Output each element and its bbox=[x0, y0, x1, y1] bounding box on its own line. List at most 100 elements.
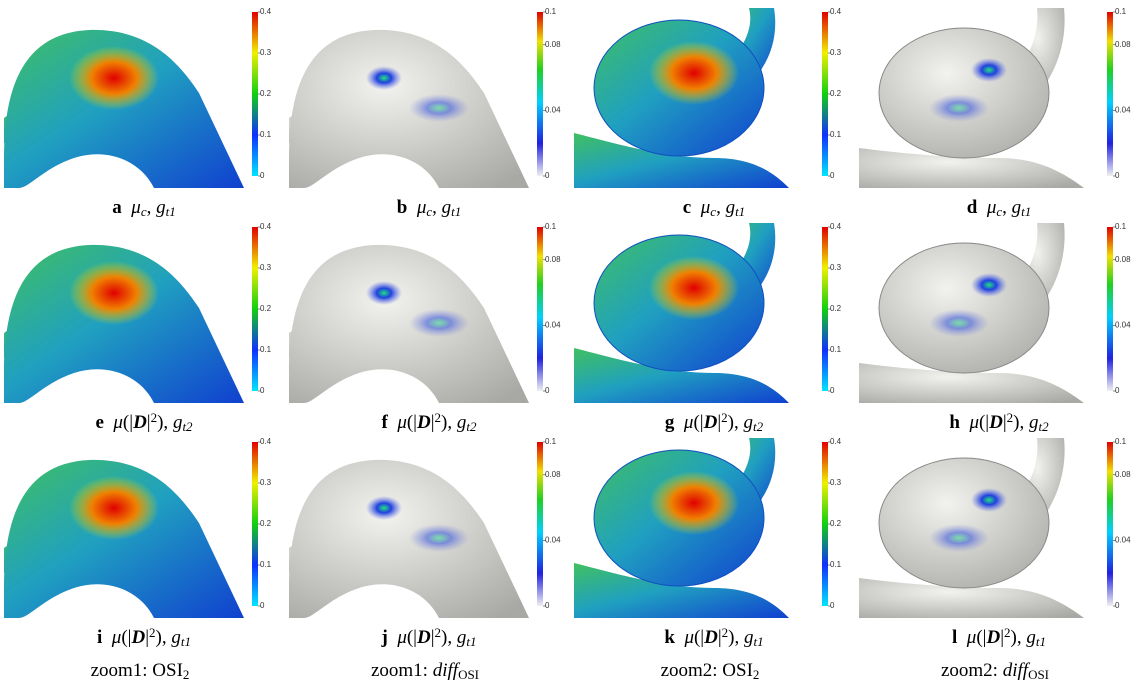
caption-part: μ bbox=[396, 627, 407, 648]
colorbar-tick-label: 0.3 bbox=[830, 478, 842, 487]
caption-part: t1 bbox=[754, 634, 764, 649]
caption-part: zoom1: OSI bbox=[91, 660, 183, 681]
caption-part: μ bbox=[130, 197, 141, 218]
caption-gap bbox=[960, 412, 970, 433]
panel-caption: f μ(|D|2), gt2 bbox=[381, 410, 477, 434]
caption-part: g bbox=[173, 412, 183, 433]
caption-part: OSI bbox=[458, 667, 479, 682]
panel-letter: g bbox=[665, 412, 675, 433]
colorbar-tick-label: 0.3 bbox=[260, 478, 272, 487]
colorbar bbox=[1107, 442, 1113, 606]
caption-gap bbox=[104, 412, 114, 433]
panel-caption: l μ(|D|2), gt1 bbox=[952, 625, 1046, 649]
panel-caption: i μ(|D|2), gt1 bbox=[97, 625, 191, 649]
panel-caption: e μ(|D|2), gt2 bbox=[95, 410, 193, 434]
hotspot bbox=[69, 46, 159, 110]
colorbar-tick-label: 0.1 bbox=[545, 7, 557, 16]
hotspot bbox=[69, 261, 159, 325]
caption-part: g bbox=[1026, 627, 1036, 648]
caption-part: D bbox=[416, 412, 431, 433]
caption-part: μ bbox=[111, 627, 122, 648]
caption-part: (| bbox=[979, 412, 989, 433]
caption-part: t2 bbox=[753, 419, 764, 434]
caption-part: t1 bbox=[1036, 634, 1046, 649]
caption-part: (| bbox=[693, 412, 703, 433]
colorbar bbox=[822, 12, 828, 176]
panel: 00.10.20.30.4 bbox=[574, 222, 842, 403]
colorbar-tick-label: 0.4 bbox=[830, 7, 842, 16]
caption-part: t1 bbox=[466, 634, 476, 649]
aneurysm bbox=[879, 458, 1049, 588]
caption-part: diff bbox=[1003, 660, 1031, 681]
aneurysm bbox=[879, 28, 1049, 158]
colorbar-tick-label: 0 bbox=[260, 601, 265, 610]
colorbar bbox=[537, 12, 543, 176]
caption-part: zoom1: bbox=[371, 660, 433, 681]
hotspot bbox=[971, 273, 1007, 297]
vessel bbox=[289, 30, 529, 188]
panel: 00.040.080.1 bbox=[859, 222, 1131, 403]
caption-part: μ bbox=[416, 197, 427, 218]
panel-caption: c μc, gt1 bbox=[683, 197, 745, 219]
caption-part: t1 bbox=[181, 634, 191, 649]
colorbar-tick-label: 0.08 bbox=[1115, 470, 1131, 479]
caption-part: g bbox=[457, 412, 467, 433]
caption-part: t2 bbox=[466, 419, 477, 434]
panel: 00.040.080.1 bbox=[859, 437, 1131, 618]
caption-part: t1 bbox=[451, 204, 461, 219]
caption-part: D bbox=[985, 627, 1000, 648]
caption-part: g bbox=[743, 412, 753, 433]
colorbar-tick-label: 0.1 bbox=[1115, 437, 1127, 446]
column-label: zoom2: diffOSI bbox=[941, 660, 1049, 682]
panel-letter: k bbox=[664, 627, 675, 648]
colorbar-tick-label: 0.1 bbox=[830, 345, 842, 354]
caption-gap bbox=[388, 412, 398, 433]
hotspot bbox=[409, 94, 469, 122]
panel: 00.10.20.30.4 bbox=[574, 7, 842, 188]
colorbar-tick-label: 0.1 bbox=[830, 560, 842, 569]
hotspot bbox=[929, 524, 989, 552]
hotspot bbox=[366, 496, 402, 520]
colorbar bbox=[252, 12, 258, 176]
caption-part: (| bbox=[121, 627, 131, 648]
caption-part: g bbox=[457, 627, 467, 648]
caption-part: D bbox=[703, 412, 718, 433]
colorbar-tick-label: 0 bbox=[545, 601, 550, 610]
caption-gap bbox=[407, 197, 417, 218]
colorbar-tick-label: 0.1 bbox=[260, 130, 272, 139]
panel-caption: g μ(|D|2), gt2 bbox=[665, 410, 764, 434]
colorbar bbox=[252, 227, 258, 391]
colorbar-tick-label: 0.1 bbox=[545, 437, 557, 446]
caption-part: D bbox=[703, 627, 718, 648]
colorbar-tick-label: 0.4 bbox=[260, 437, 272, 446]
caption-part: g bbox=[726, 197, 736, 218]
panel-letter: j bbox=[380, 627, 387, 648]
colorbar-tick-label: 0.2 bbox=[830, 304, 842, 313]
colorbar-tick-label: 0.04 bbox=[545, 106, 561, 115]
caption-part: ), bbox=[1013, 412, 1029, 433]
caption-part: ), bbox=[157, 412, 173, 433]
aneurysm bbox=[879, 243, 1049, 373]
colorbar-tick-label: 0.3 bbox=[260, 263, 272, 272]
panel: 00.10.20.30.4 bbox=[4, 222, 272, 403]
caption-part: ), bbox=[441, 627, 457, 648]
hotspot bbox=[649, 41, 739, 105]
caption-part: (| bbox=[123, 412, 133, 433]
panel-caption: d μc, gt1 bbox=[967, 197, 1032, 219]
column-label: zoom1: OSI2 bbox=[91, 660, 190, 682]
caption-part: D bbox=[130, 627, 145, 648]
panel-letter: h bbox=[949, 412, 960, 433]
caption-part: μ bbox=[683, 627, 694, 648]
colorbar-tick-label: 0.08 bbox=[545, 40, 561, 49]
caption-part: (| bbox=[407, 412, 417, 433]
caption-part: g bbox=[156, 197, 166, 218]
colorbar-tick-label: 0 bbox=[830, 601, 835, 610]
caption-part: ), bbox=[1011, 627, 1027, 648]
colorbar-tick-label: 0.04 bbox=[1115, 321, 1131, 330]
colorbar-tick-label: 0.1 bbox=[1115, 7, 1127, 16]
caption-part: μ bbox=[396, 412, 407, 433]
hotspot bbox=[971, 58, 1007, 82]
panel-caption: a μc, gt1 bbox=[112, 197, 175, 219]
caption-part: (| bbox=[976, 627, 986, 648]
column-label: zoom1: diffOSI bbox=[371, 660, 479, 682]
